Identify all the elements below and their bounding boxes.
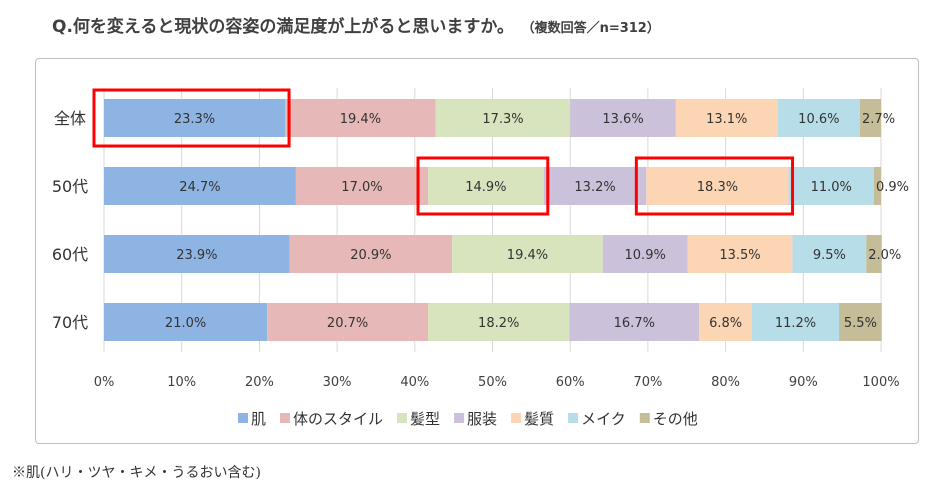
bar-segment — [866, 235, 882, 273]
legend-label: 肌 — [251, 410, 266, 428]
bar-segment — [570, 99, 676, 137]
bar-segment — [792, 235, 867, 273]
legend-label: その他 — [653, 410, 698, 428]
x-tick-label: 40% — [400, 375, 429, 390]
bar-segment — [675, 99, 778, 137]
bar-segment — [788, 167, 875, 205]
bar-segment — [860, 99, 881, 137]
data-label: 13.2% — [574, 180, 615, 195]
legend-swatch — [280, 413, 291, 423]
category-label: 60代 — [52, 245, 88, 264]
data-label: 17.3% — [482, 112, 523, 127]
legend-swatch — [568, 413, 579, 423]
data-label: 23.9% — [176, 248, 217, 263]
data-label: 10.9% — [625, 248, 666, 263]
legend-label: 髪型 — [410, 410, 440, 428]
data-label: 2.0% — [868, 248, 901, 263]
x-tick-label: 10% — [167, 375, 196, 390]
data-label: 17.0% — [341, 180, 382, 195]
footnote: ※肌(ハリ・ツヤ・キメ・うるおい含む) — [12, 465, 261, 481]
data-label: 19.4% — [340, 112, 381, 127]
data-label: 13.6% — [602, 112, 643, 127]
x-tick-label: 30% — [323, 375, 352, 390]
bar-segment — [104, 303, 268, 341]
legend-label: 体のスタイル — [293, 410, 383, 428]
chart-title-text: Q.何を変えると現状の容姿の満足度が上がると思いますか。 — [52, 17, 515, 37]
data-label: 20.9% — [350, 248, 391, 263]
bar-segment — [839, 303, 882, 341]
data-label: 24.7% — [179, 180, 220, 195]
data-label: 6.8% — [709, 316, 742, 331]
bar-segment — [777, 99, 861, 137]
data-label: 11.2% — [775, 316, 816, 331]
data-label: 23.3% — [174, 112, 215, 127]
legend-swatch — [511, 413, 522, 423]
x-tick-label: 90% — [789, 375, 818, 390]
category-label: 70代 — [52, 313, 88, 332]
bar-segment — [104, 167, 296, 205]
x-tick-label: 20% — [245, 375, 274, 390]
data-label: 5.5% — [844, 316, 877, 331]
highlight-box — [416, 156, 550, 216]
data-label: 9.5% — [813, 248, 846, 263]
bar-segment — [267, 303, 429, 341]
data-label: 13.5% — [719, 248, 760, 263]
legend-label: 髪質 — [524, 410, 554, 428]
chart-title: Q.何を変えると現状の容姿の満足度が上がると思いますか。 （複数回答／n=312） — [52, 12, 660, 37]
data-label: 10.6% — [798, 112, 839, 127]
data-label: 14.9% — [465, 180, 506, 195]
bar-segment — [428, 303, 570, 341]
legend-swatch — [454, 413, 465, 423]
bar-segment — [428, 167, 544, 205]
data-label: 21.0% — [165, 316, 206, 331]
bar-segment — [104, 99, 286, 137]
data-label: 2.7% — [862, 112, 895, 127]
data-label: 19.4% — [507, 248, 548, 263]
data-label: 20.7% — [327, 316, 368, 331]
data-label: 18.3% — [697, 180, 738, 195]
legend-label: 服装 — [467, 410, 497, 428]
x-tick-label: 0% — [94, 375, 115, 390]
bar-segment — [285, 99, 436, 137]
legend-label: メイク — [581, 410, 626, 428]
legend-swatch — [238, 413, 248, 423]
category-label: 50代 — [52, 177, 88, 196]
bar-segment — [874, 167, 881, 205]
x-tick-label: 100% — [862, 375, 899, 390]
highlight-box — [92, 88, 291, 148]
legend-swatch — [639, 413, 650, 423]
x-tick-label: 70% — [633, 375, 662, 390]
data-label: 11.0% — [811, 180, 852, 195]
bar-segment — [687, 235, 793, 273]
highlight-box — [634, 156, 795, 216]
x-tick-label: 50% — [478, 375, 507, 390]
bar-segment — [752, 303, 840, 341]
data-label: 16.7% — [614, 316, 655, 331]
data-label: 18.2% — [478, 316, 519, 331]
bar-segment — [104, 235, 290, 273]
data-label: 0.9% — [876, 180, 909, 195]
category-label: 全体 — [54, 109, 86, 128]
bar-segment — [543, 167, 647, 205]
bar-segment — [435, 99, 571, 137]
x-tick-label: 60% — [556, 375, 585, 390]
legend-swatch — [397, 413, 408, 423]
bar-segment — [295, 167, 429, 205]
bar-segment — [602, 235, 688, 273]
bar-segment — [699, 303, 753, 341]
bar-segment — [569, 303, 700, 341]
x-tick-label: 80% — [711, 375, 740, 390]
bar-segment — [289, 235, 453, 273]
bar-segment — [646, 167, 789, 205]
bar-segment — [452, 235, 603, 273]
chart-subtitle: （複数回答／n=312） — [528, 21, 660, 36]
data-label: 13.1% — [706, 112, 747, 127]
